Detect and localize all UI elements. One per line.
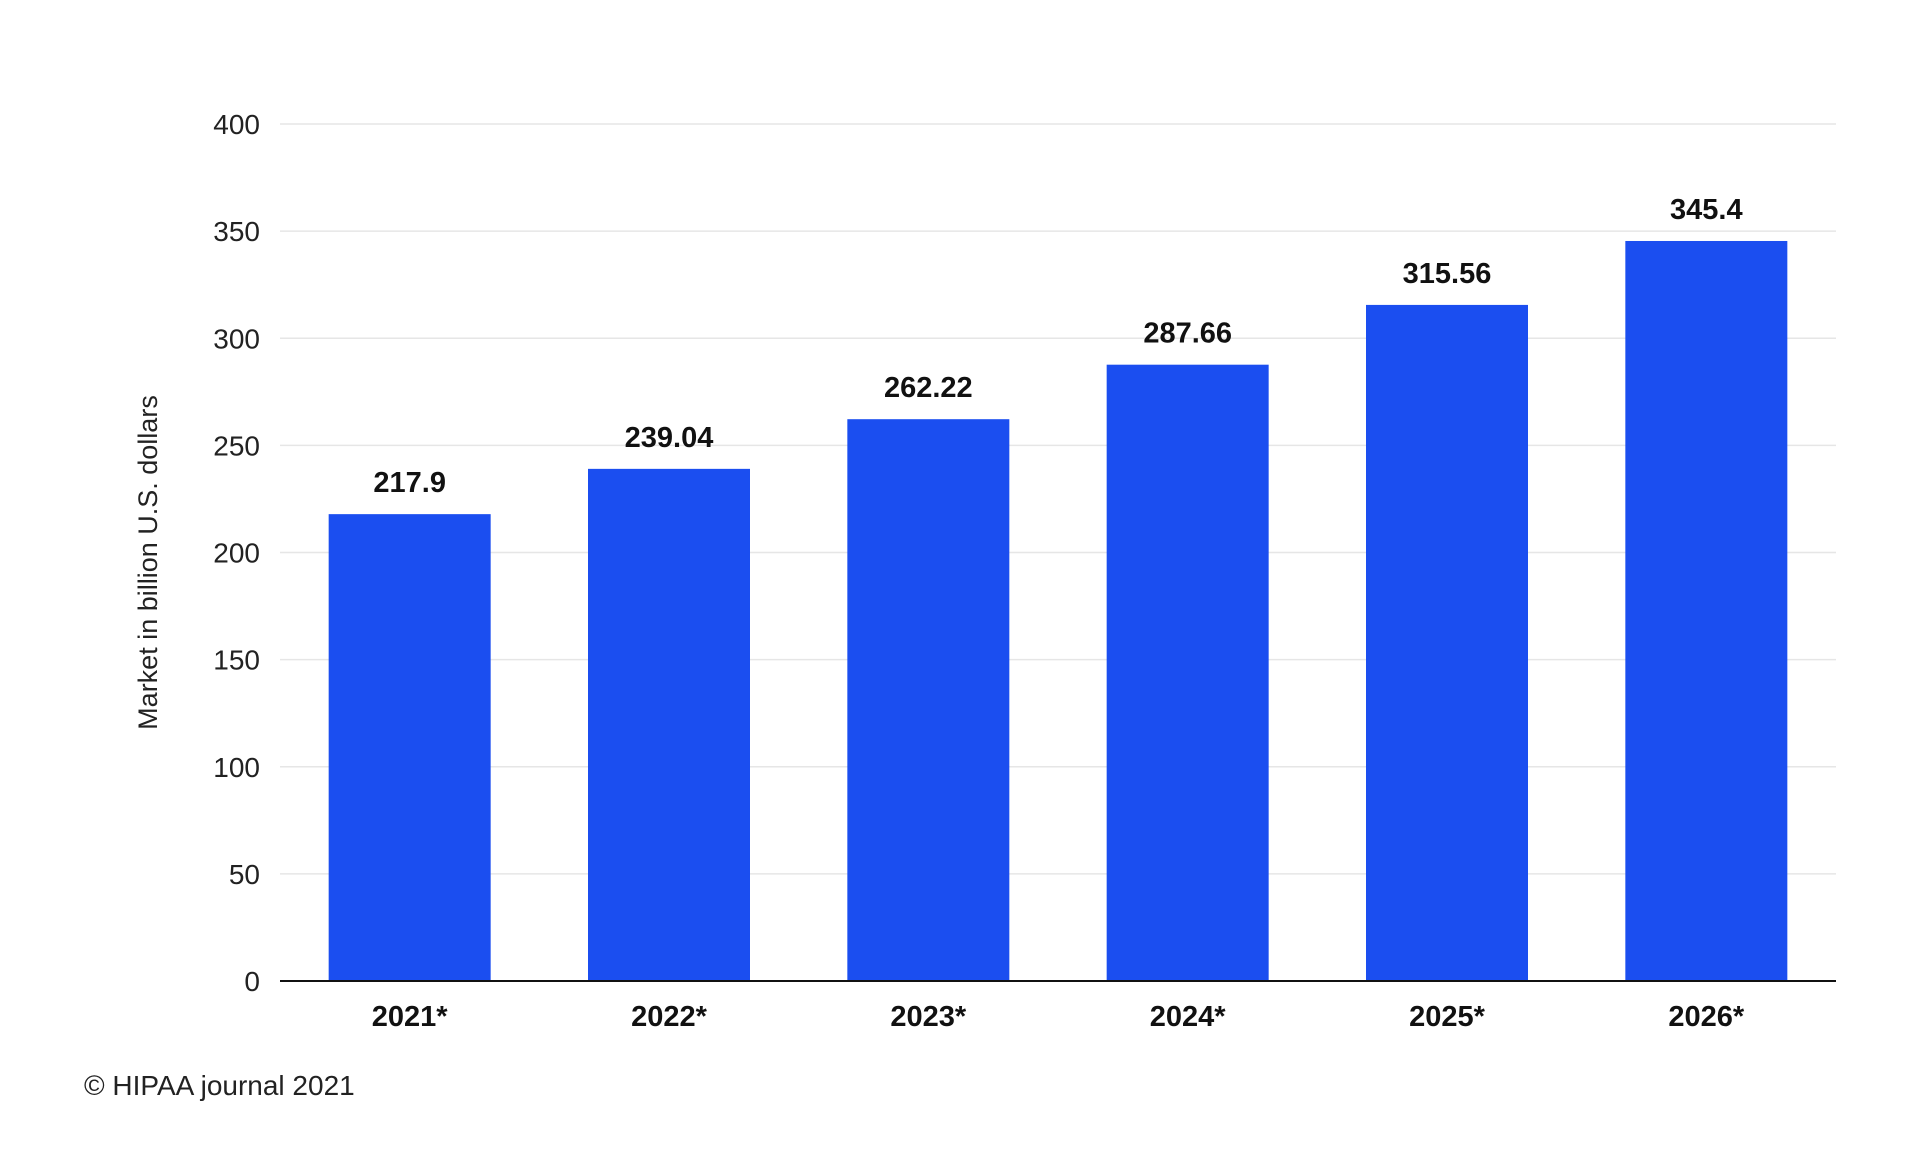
x-tick-label: 2025* — [1409, 1001, 1486, 1033]
bar — [1106, 364, 1269, 981]
x-tick-label: 2023* — [890, 1001, 967, 1033]
bar — [328, 514, 491, 981]
x-tick-label: 2026* — [1668, 1001, 1745, 1033]
bar-value-label: 315.56 — [1403, 258, 1492, 290]
source-credit: © HIPAA journal 2021 — [84, 1070, 355, 1101]
x-tick-label: 2024* — [1150, 1001, 1227, 1033]
bar-value-label: 262.22 — [884, 372, 973, 404]
y-tick-label: 50 — [229, 859, 260, 890]
bars — [328, 240, 1788, 982]
data-labels: 217.9 239.04 262.22 287.66 315.56 345.4 — [373, 194, 1742, 499]
bar — [1625, 240, 1788, 982]
gridlines — [280, 123, 1836, 875]
y-tick-label: 300 — [213, 323, 260, 354]
y-tick-label: 100 — [213, 752, 260, 783]
bar — [847, 419, 1010, 981]
x-tick-label: 2022* — [631, 1001, 708, 1033]
y-tick-label: 200 — [213, 538, 260, 569]
bar-value-label: 239.04 — [625, 422, 714, 454]
y-axis-ticks: 0 50 100 150 200 250 300 350 400 — [213, 109, 260, 997]
bar-value-label: 217.9 — [373, 467, 446, 499]
y-axis-title: Market in billion U.S. dollars — [133, 395, 163, 730]
bar-value-label: 345.4 — [1670, 194, 1743, 226]
y-tick-label: 400 — [213, 109, 260, 140]
bar — [1366, 304, 1528, 981]
y-tick-label: 0 — [244, 966, 260, 997]
y-tick-label: 250 — [213, 430, 260, 461]
y-tick-label: 150 — [213, 645, 260, 676]
y-tick-label: 350 — [213, 216, 260, 247]
bar — [588, 468, 750, 981]
x-axis-ticks: 2021* 2022* 2023* 2024* 2025* 2026* — [372, 1001, 1745, 1033]
bar-value-label: 287.66 — [1143, 318, 1232, 350]
x-tick-label: 2021* — [372, 1001, 449, 1033]
